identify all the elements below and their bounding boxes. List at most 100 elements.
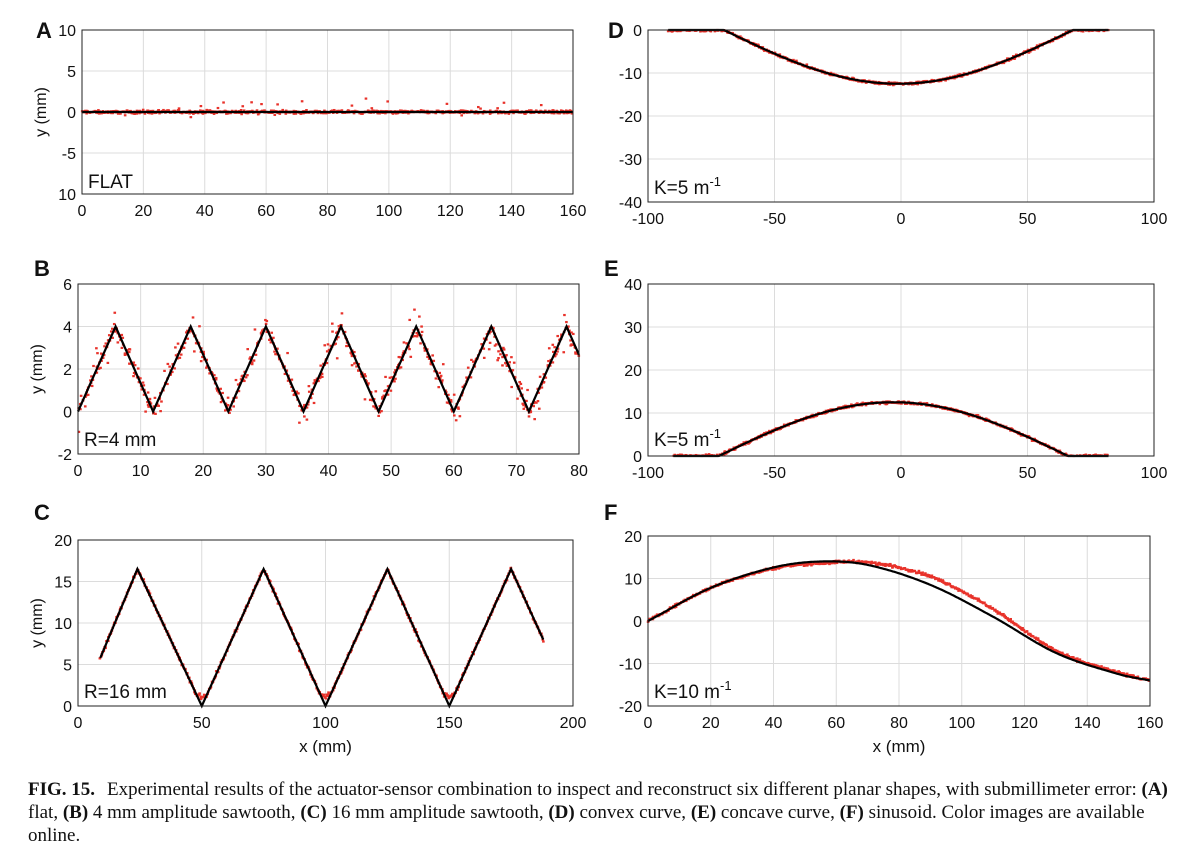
x-tick-label: -50 xyxy=(763,465,786,482)
measured-point xyxy=(870,562,873,565)
measured-point xyxy=(111,112,115,115)
measured-point xyxy=(702,30,705,33)
measured-point xyxy=(148,112,152,115)
y-tick-label: 4 xyxy=(63,320,72,337)
measured-point xyxy=(800,562,804,566)
measured-point xyxy=(556,347,560,350)
measured-point xyxy=(679,453,682,456)
measured-point xyxy=(394,112,398,115)
measured-point xyxy=(1075,657,1079,660)
measured-point xyxy=(363,373,367,376)
measured-point xyxy=(186,329,189,332)
measured-point xyxy=(324,112,328,115)
measured-point xyxy=(480,343,483,346)
measured-point xyxy=(157,109,160,112)
measured-point xyxy=(996,612,1000,615)
x-tick-label: -100 xyxy=(632,465,664,482)
measured-point xyxy=(408,348,411,351)
measured-point xyxy=(457,407,460,410)
measured-point xyxy=(153,396,157,399)
measured-point xyxy=(163,369,166,373)
measured-point xyxy=(394,377,397,380)
measured-point xyxy=(205,366,208,369)
measured-point xyxy=(922,80,925,83)
measured-point xyxy=(294,112,298,115)
measured-point xyxy=(779,566,782,569)
measured-point xyxy=(779,427,782,431)
measured-point xyxy=(948,583,952,586)
measured-point xyxy=(680,453,684,456)
measured-point xyxy=(1066,653,1069,656)
measured-point xyxy=(188,112,191,115)
measured-point xyxy=(928,575,932,579)
measured-point xyxy=(1035,638,1039,641)
measured-point xyxy=(128,362,132,365)
measured-point xyxy=(250,361,254,365)
y-tick-label: 20 xyxy=(54,533,72,550)
measured-point xyxy=(461,109,465,112)
measured-point xyxy=(535,401,538,404)
measured-point xyxy=(747,574,750,577)
x-tick-label: 140 xyxy=(498,203,525,220)
measured-point xyxy=(507,112,511,115)
measured-point xyxy=(320,375,324,378)
measured-point xyxy=(97,109,100,112)
measured-point xyxy=(128,348,132,351)
measured-point xyxy=(103,345,106,348)
panel-annotation: R=4 mm xyxy=(84,430,156,451)
measured-point xyxy=(219,401,223,404)
x-tick-label: 50 xyxy=(193,715,211,732)
measured-point xyxy=(276,103,279,106)
measured-point xyxy=(493,335,496,338)
measured-point xyxy=(303,415,306,418)
measured-point xyxy=(962,590,966,593)
measured-point xyxy=(935,577,938,580)
measured-point xyxy=(381,395,384,399)
measured-point xyxy=(937,579,940,582)
measured-point xyxy=(133,364,137,367)
measured-point xyxy=(570,331,573,334)
measured-point xyxy=(141,108,145,111)
measured-point xyxy=(307,385,311,388)
measured-point xyxy=(1113,669,1116,672)
measured-point xyxy=(715,453,719,456)
measured-point xyxy=(90,375,93,378)
measured-point xyxy=(878,83,881,86)
measured-point xyxy=(1097,665,1100,668)
measured-point xyxy=(198,692,201,695)
measured-point xyxy=(422,109,426,112)
measured-point xyxy=(323,695,327,699)
measured-point xyxy=(1132,674,1135,677)
measured-point xyxy=(497,350,500,353)
measured-point xyxy=(260,103,263,106)
measured-point xyxy=(374,407,378,410)
measured-point xyxy=(335,357,339,360)
measured-point xyxy=(137,381,141,384)
y-tick-label: -10 xyxy=(619,657,642,674)
measured-point xyxy=(201,112,205,115)
measured-point xyxy=(1006,618,1010,621)
measured-point xyxy=(259,332,263,335)
measured-point xyxy=(201,109,205,112)
measured-point xyxy=(792,58,795,62)
measured-point xyxy=(112,322,116,326)
measured-point xyxy=(214,378,218,381)
measured-point xyxy=(542,640,545,643)
measured-point xyxy=(1107,668,1111,671)
measured-point xyxy=(771,568,775,571)
measured-point xyxy=(913,569,917,573)
measured-point xyxy=(458,415,462,418)
measured-point xyxy=(533,418,536,421)
measured-point xyxy=(384,375,387,379)
measured-point xyxy=(482,347,486,350)
measured-point xyxy=(757,571,761,574)
measured-point xyxy=(439,374,443,377)
y-tick-label: -10 xyxy=(619,66,642,83)
measured-point xyxy=(147,405,150,408)
x-tick-label: 100 xyxy=(1141,211,1168,228)
x-tick-label: 0 xyxy=(897,211,906,228)
measured-point xyxy=(336,109,339,112)
measured-point xyxy=(141,381,145,384)
measured-point xyxy=(451,410,454,413)
